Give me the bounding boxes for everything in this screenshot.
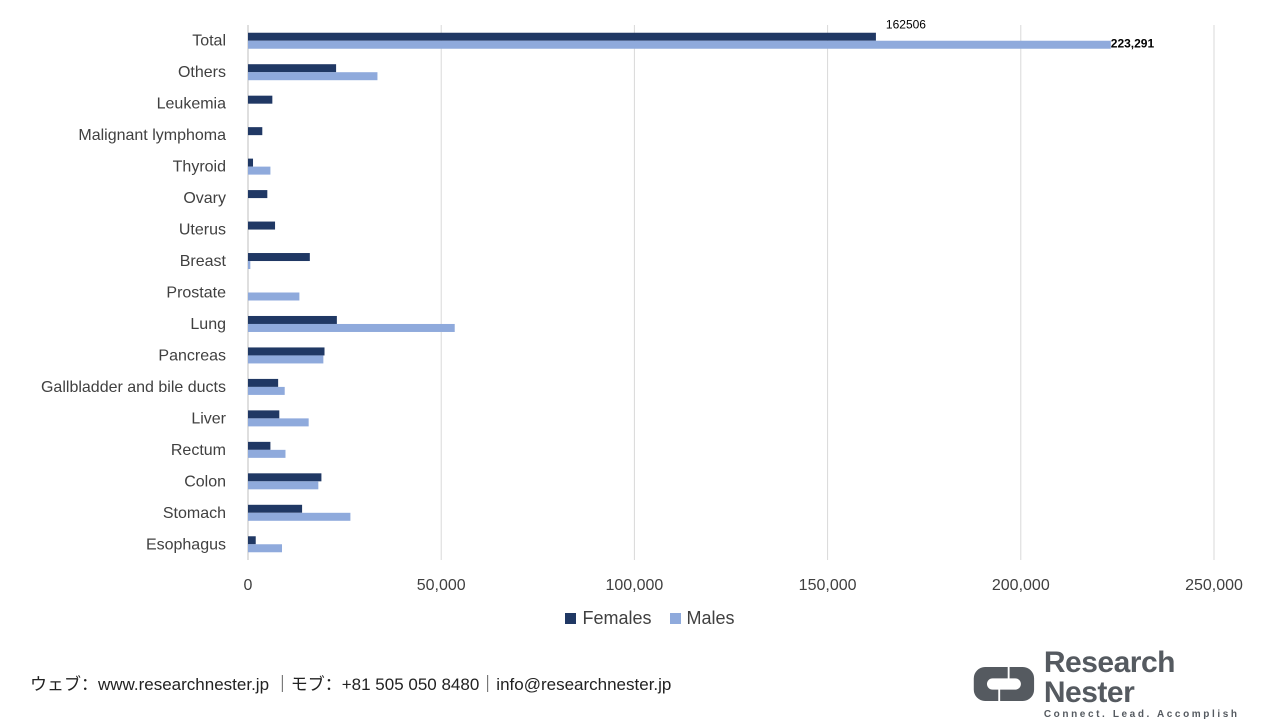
bar-females [248, 410, 280, 419]
category-label: Colon [184, 473, 226, 490]
category-label: Others [178, 64, 226, 81]
category-label: Malignant lymphoma [78, 127, 226, 144]
bar-females [248, 536, 256, 545]
bar-females [248, 378, 279, 387]
bar-females [248, 441, 271, 450]
bar-males [248, 323, 455, 332]
data-label: 223,291 [1111, 37, 1155, 51]
bar-females [248, 253, 310, 262]
category-label: Gallbladder and bile ducts [41, 379, 226, 396]
category-label: Liver [191, 410, 226, 427]
legend-item-females: Females [565, 608, 652, 629]
bar-females [248, 347, 325, 356]
category-label: Leukemia [157, 96, 226, 113]
legend-label-females: Females [582, 608, 652, 628]
x-tick-label: 250,000 [1185, 577, 1243, 594]
bar-females [248, 127, 263, 136]
x-tick-label: 200,000 [992, 577, 1050, 594]
legend-swatch-females [565, 613, 577, 624]
bar-males [248, 166, 271, 175]
logo-tagline: Connect. Lead. Accomplish [1043, 709, 1240, 720]
chart-legend: Females Males [0, 608, 1280, 629]
bar-males [248, 386, 285, 395]
category-label: Lung [190, 316, 226, 333]
legend-label-males: Males [686, 608, 735, 628]
category-label: Ovary [183, 190, 226, 207]
bar-females [248, 95, 273, 104]
bar-females [248, 473, 322, 482]
contact-footer: ウェブ：www.researchnester.jp ｜モブ：+81 505 05… [30, 675, 672, 694]
bar-females [248, 64, 337, 73]
bar-males [248, 261, 251, 270]
category-label: Stomach [163, 505, 226, 522]
research-nester-logo[interactable]: Research Nester Connect. Lead. Accomplis… [970, 648, 1260, 720]
category-label: Thyroid [173, 159, 226, 176]
bar-males [248, 355, 324, 364]
bar-males [248, 512, 351, 521]
x-tick-label: 100,000 [605, 577, 663, 594]
category-label: Pancreas [158, 347, 226, 364]
legend-item-males: Males [669, 608, 735, 629]
legend-swatch-males [669, 613, 681, 624]
category-label: Esophagus [146, 536, 226, 553]
data-label: 162506 [886, 18, 926, 32]
bar-males [248, 481, 319, 490]
x-tick-label: 50,000 [417, 577, 466, 594]
bar-females [248, 315, 337, 324]
logo-name: Research Nester [1043, 646, 1176, 709]
bar-chart: 0 50,000 100,000 150,000 200,000 250,000 Total… [41, 18, 1243, 594]
bar-males [248, 72, 378, 81]
category-label: Breast [180, 253, 227, 270]
bar-males [248, 292, 300, 301]
bar-males [248, 418, 309, 427]
bar-males [248, 40, 1111, 49]
bar-males [248, 449, 286, 458]
logo-mark-icon [973, 667, 1035, 701]
category-label: Rectum [171, 442, 226, 459]
bar-females [248, 158, 254, 167]
x-tick-label: 150,000 [799, 577, 857, 594]
category-label: Total [192, 33, 226, 50]
category-label: Uterus [179, 222, 226, 239]
x-tick-label: 0 [244, 577, 253, 594]
category-label: Prostate [166, 285, 226, 302]
bar-males [248, 544, 283, 553]
bar-females [248, 190, 268, 199]
bar-females [248, 221, 276, 230]
bar-females [248, 32, 876, 41]
bar-females [248, 504, 303, 513]
